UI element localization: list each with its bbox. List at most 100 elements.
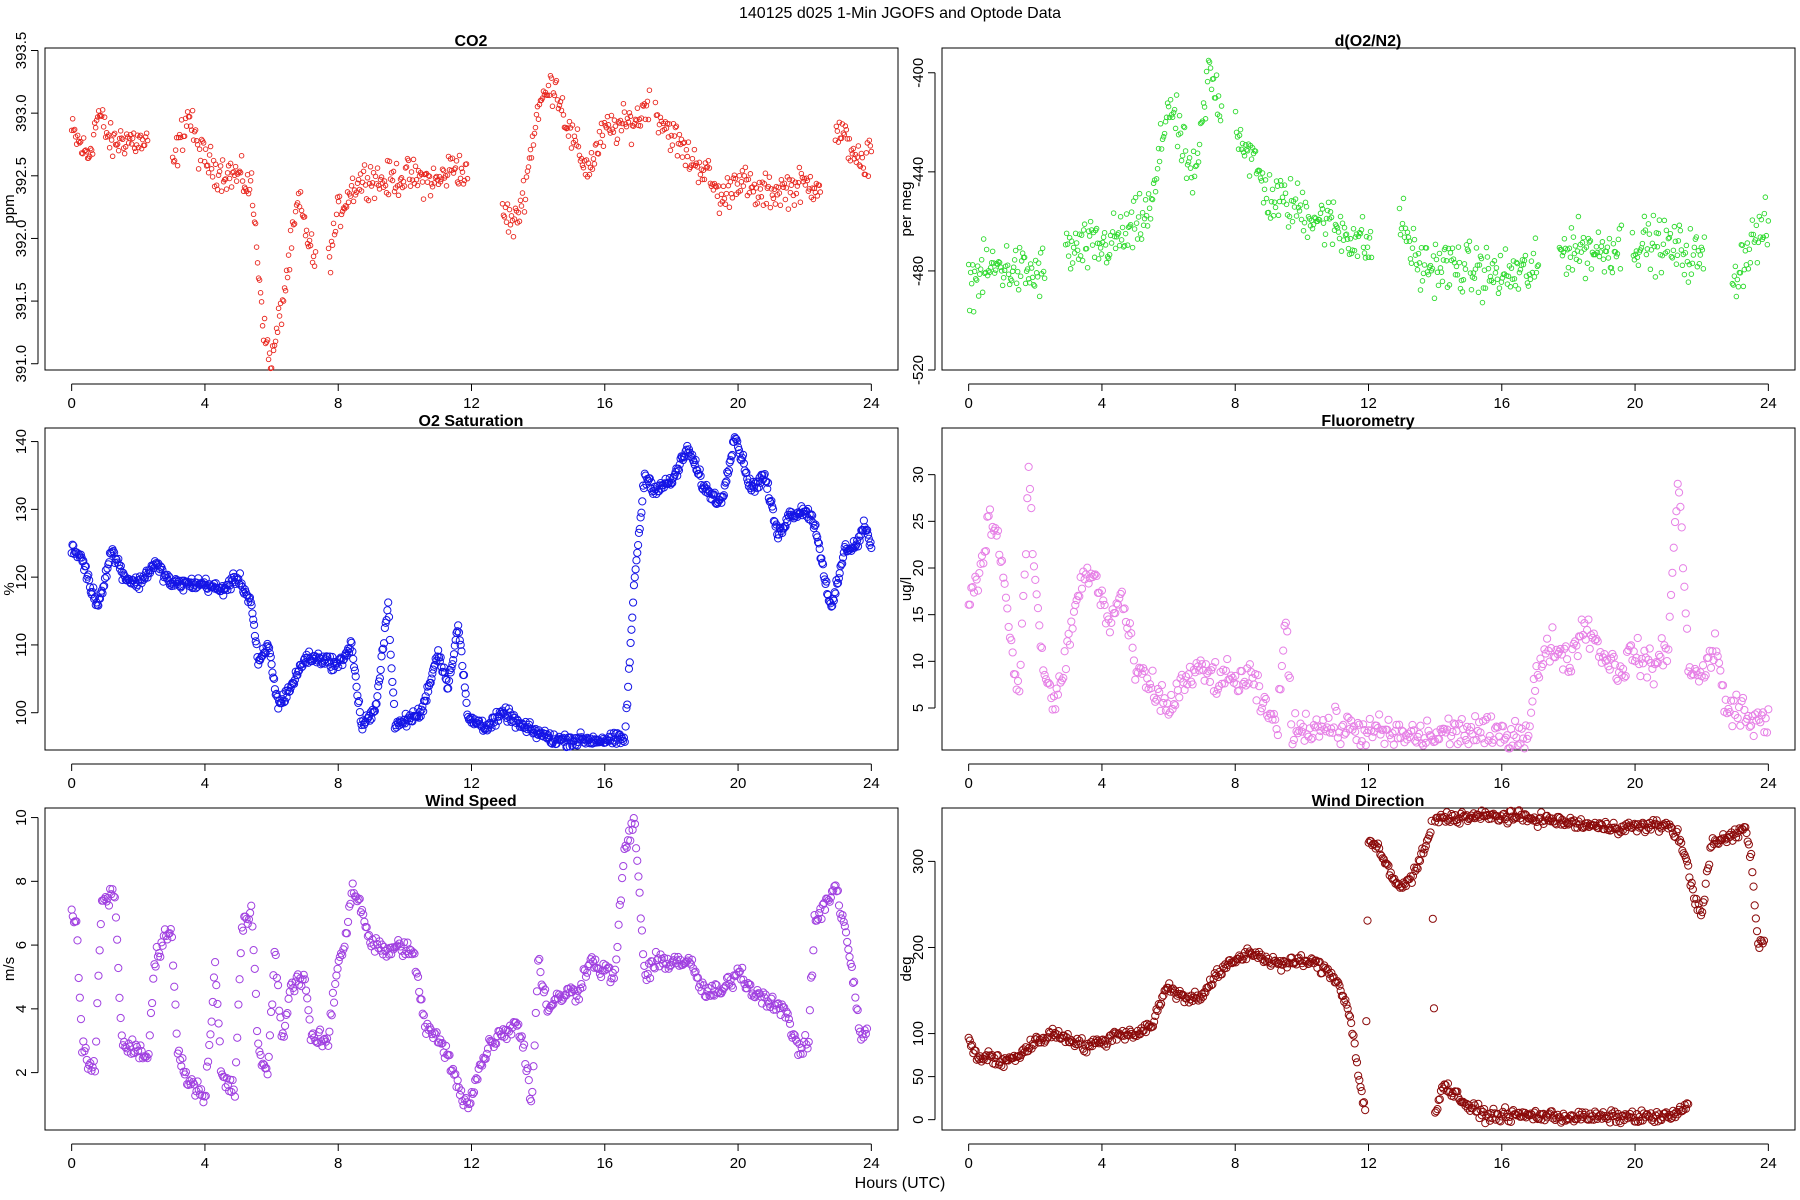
co2-point-a-69	[137, 132, 144, 139]
wspd-point-a-619	[789, 1030, 798, 1039]
wspd-point-a-155	[248, 922, 257, 931]
wspd-point-a-486	[634, 872, 643, 881]
wspd-point-a-552	[711, 980, 720, 989]
do2n2-point-a-163	[1148, 196, 1155, 202]
co2-point-a-379	[517, 197, 524, 204]
o2sat-point-a-721	[668, 478, 677, 488]
do2n2-point-a-591	[1646, 231, 1653, 237]
co2-point-a-263	[367, 164, 374, 170]
do2n2-point-a-132	[1117, 213, 1124, 220]
o2sat-point-a-595	[563, 742, 572, 751]
co2-point-a-620	[763, 200, 770, 207]
do2n2-point-a-597	[1652, 274, 1659, 280]
fluor-point-a-319	[1389, 740, 1398, 749]
wspd-point-a-102	[186, 1080, 195, 1089]
do2n2-point-a-72	[1037, 250, 1044, 256]
co2-point-a-692	[849, 150, 856, 157]
wdir-point-b-125	[1576, 815, 1586, 824]
fluor-point-a-495	[1624, 646, 1633, 655]
co2-point-a-378	[516, 218, 523, 225]
wspd-point-a-514	[666, 960, 676, 970]
wspd-point-a-239	[346, 899, 355, 908]
do2n2-point-a-82	[1067, 266, 1074, 272]
do2n2-point-a-428	[1453, 263, 1460, 270]
fluor-point-a-368	[1455, 719, 1464, 728]
fluor-point-a-451	[1565, 663, 1574, 672]
wspd-y-tick-label-4: 10	[13, 809, 30, 826]
co2-point-a-540	[683, 147, 690, 153]
wspd-point-a-53	[129, 1049, 138, 1058]
wspd-point-a-636	[809, 946, 818, 955]
wspd-point-a-357	[483, 1044, 493, 1053]
do2n2-point-a-265	[1263, 195, 1270, 202]
co2-x-tick-label-2: 8	[334, 395, 342, 412]
co2-point-a-558	[701, 176, 708, 183]
wspd-y-tick-label-2: 6	[13, 941, 30, 949]
o2sat-point-a-926	[838, 553, 848, 562]
co2-point-a-81	[173, 134, 180, 141]
do2n2-point-a-284	[1282, 190, 1289, 196]
fluor-point-a-150	[1164, 710, 1173, 719]
o2sat-point-a-215	[246, 598, 255, 607]
fluor-point-a-361	[1445, 740, 1454, 749]
do2n2-point-a-663	[1745, 266, 1752, 272]
wspd-point-a-141	[231, 1058, 241, 1067]
co2-point-a-125	[217, 163, 224, 169]
wspd-point-a-490	[639, 950, 648, 959]
do2n2-point-a-363	[1361, 250, 1368, 256]
do2n2-point-a-550	[1595, 229, 1602, 235]
co2-point-a-472	[610, 129, 617, 135]
wspd-point-a-220	[324, 1041, 333, 1051]
fluor-point-a-61	[1045, 680, 1055, 689]
do2n2-point-a-14	[979, 289, 986, 296]
wdir-point-b-239	[1709, 840, 1718, 849]
fluor-point-a-421	[1525, 722, 1534, 731]
fluor-point-a-250	[1297, 727, 1306, 736]
o2sat-point-a-674	[629, 598, 638, 607]
do2n2-point-a-372	[1397, 231, 1404, 238]
co2-point-a-648	[791, 202, 798, 208]
fluor-point-a-57	[1040, 670, 1049, 680]
wdir-point-a-439	[1476, 1105, 1485, 1114]
wspd-point-a-644	[818, 900, 827, 909]
fluor-point-a-102	[1100, 600, 1109, 610]
co2-point-a-131	[223, 186, 230, 192]
co2-point-a-186	[278, 321, 285, 328]
co2-point-a-554	[697, 171, 704, 178]
co2-point-a-347	[451, 166, 458, 173]
fluor-point-a-318	[1388, 729, 1397, 738]
fluor-point-a-181	[1205, 677, 1215, 687]
co2-point-a-15	[83, 149, 90, 155]
do2n2-point-a-497	[1522, 252, 1529, 259]
fluor-point-a-98	[1095, 588, 1104, 598]
wspd-point-a-24	[95, 946, 104, 955]
fluor-point-a-548	[1694, 677, 1704, 686]
co2-point-a-684	[841, 131, 848, 138]
do2n2-point-a-321	[1319, 206, 1326, 212]
co2-point-a-75	[143, 130, 150, 136]
o2sat-point-a-749	[691, 455, 700, 465]
do2n2-point-a-457	[1482, 285, 1489, 291]
co2-point-a-189	[281, 285, 288, 291]
wspd-point-a-38	[111, 913, 121, 922]
do2n2-point-a-197	[1182, 148, 1189, 154]
do2n2-point-a-243	[1241, 153, 1248, 159]
do2n2-point-a-38	[1003, 243, 1010, 249]
o2sat-point-a-671	[626, 638, 635, 648]
o2sat-point-a-20	[84, 570, 93, 579]
wdir-point-a-352	[1375, 844, 1384, 853]
co2-point-a-51	[119, 136, 126, 143]
co2-point-a-651	[794, 183, 801, 189]
co2-point-a-442	[580, 164, 587, 171]
co2-point-a-57	[125, 140, 132, 146]
co2-point-a-454	[592, 142, 599, 148]
o2sat-x-tick-label-1: 4	[201, 775, 209, 792]
fluor-point-a-33	[1008, 648, 1017, 657]
fluor-point-a-281	[1339, 720, 1348, 729]
do2n2-point-a-641	[1696, 261, 1703, 267]
fluor-point-a-551	[1698, 661, 1708, 670]
co2-y-tick-label-1: 391.5	[13, 282, 30, 320]
do2n2-point-a-39	[1004, 262, 1011, 268]
do2n2-point-a-362	[1360, 244, 1367, 251]
co2-point-a-346	[450, 170, 457, 176]
